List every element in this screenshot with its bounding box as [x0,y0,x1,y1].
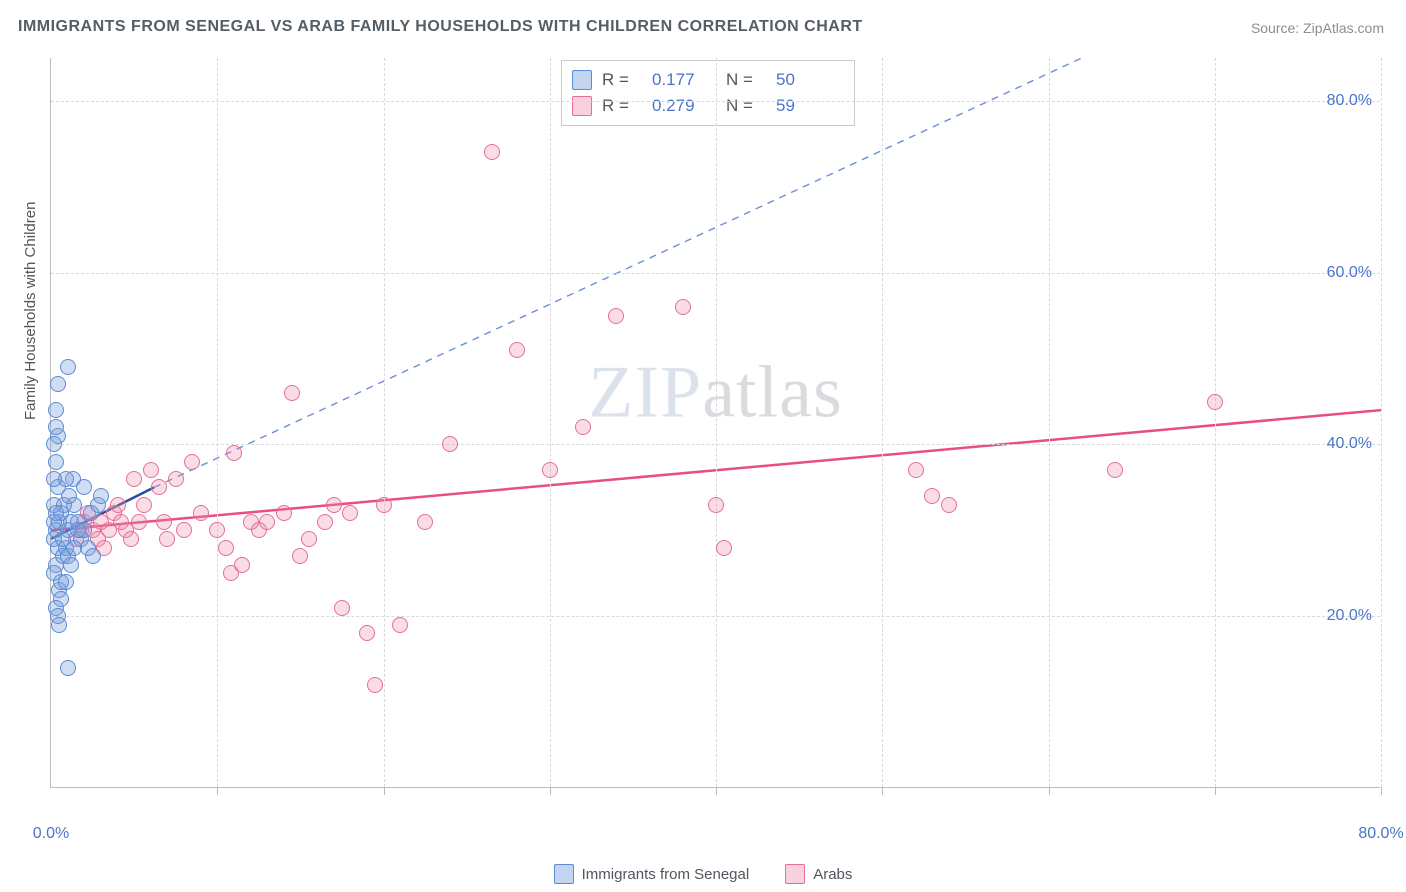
legend-item-arabs: Arabs [785,864,852,884]
data-point-arabs [509,342,525,358]
data-point-arabs [376,497,392,513]
x-tick-label: 0.0% [11,825,91,843]
data-point-senegal [85,548,101,564]
data-point-senegal [60,660,76,676]
data-point-arabs [941,497,957,513]
data-point-senegal [48,454,64,470]
legend-label-arabs: Arabs [813,866,852,883]
data-point-arabs [301,531,317,547]
data-point-senegal [58,574,74,590]
x-tick-label: 80.0% [1341,825,1406,843]
data-point-arabs [392,617,408,633]
data-point-arabs [123,531,139,547]
data-point-arabs [575,419,591,435]
x-tick-mark [550,787,551,795]
data-point-senegal [51,617,67,633]
data-point-arabs [176,522,192,538]
data-point-arabs [159,531,175,547]
gridline-v [1049,58,1050,787]
data-point-arabs [542,462,558,478]
x-tick-mark [217,787,218,795]
data-point-arabs [317,514,333,530]
data-point-arabs [442,436,458,452]
data-point-arabs [259,514,275,530]
data-point-arabs [218,540,234,556]
data-point-arabs [184,454,200,470]
data-point-senegal [66,540,82,556]
data-point-arabs [359,625,375,641]
data-point-senegal [48,505,64,521]
data-point-senegal [50,376,66,392]
source-attribution: Source: ZipAtlas.com [1251,20,1384,36]
data-point-arabs [924,488,940,504]
data-point-arabs [608,308,624,324]
data-point-arabs [143,462,159,478]
data-point-arabs [110,497,126,513]
x-tick-mark [384,787,385,795]
data-point-arabs [234,557,250,573]
data-point-arabs [908,462,924,478]
data-point-senegal [93,488,109,504]
chart-title: IMMIGRANTS FROM SENEGAL VS ARAB FAMILY H… [18,18,863,36]
legend-label-senegal: Immigrants from Senegal [582,866,750,883]
data-point-senegal [63,557,79,573]
y-tick-label: 80.0% [1292,92,1372,110]
gridline-v [716,58,717,787]
data-point-arabs [484,144,500,160]
data-point-arabs [226,445,242,461]
plot-area: ZIPatlas R = 0.177 N = 50 R = 0.279 N = … [50,58,1380,788]
data-point-arabs [334,600,350,616]
data-point-senegal [76,479,92,495]
gridline-v [384,58,385,787]
data-point-arabs [209,522,225,538]
gridline-v [217,58,218,787]
data-point-arabs [292,548,308,564]
data-point-arabs [126,471,142,487]
data-point-arabs [276,505,292,521]
data-point-arabs [342,505,358,521]
data-point-senegal [46,436,62,452]
data-point-senegal [83,505,99,521]
y-axis-label: Family Households with Children [22,202,39,420]
data-point-senegal [70,522,86,538]
gridline-v [1381,58,1382,787]
swatch-arabs [785,864,805,884]
data-point-arabs [151,479,167,495]
gridline-v [1215,58,1216,787]
data-point-arabs [367,677,383,693]
y-tick-label: 60.0% [1292,264,1372,282]
data-point-arabs [417,514,433,530]
x-tick-mark [716,787,717,795]
data-point-arabs [193,505,209,521]
data-point-senegal [60,359,76,375]
data-point-arabs [1107,462,1123,478]
x-tick-mark [1381,787,1382,795]
data-point-arabs [131,514,147,530]
data-point-arabs [1207,394,1223,410]
data-point-arabs [136,497,152,513]
x-tick-mark [1049,787,1050,795]
y-tick-label: 40.0% [1292,435,1372,453]
x-tick-mark [1215,787,1216,795]
data-point-arabs [326,497,342,513]
series-legend: Immigrants from Senegal Arabs [0,864,1406,884]
swatch-senegal [554,864,574,884]
data-point-arabs [168,471,184,487]
data-point-arabs [284,385,300,401]
data-point-senegal [48,419,64,435]
gridline-v [882,58,883,787]
y-tick-label: 20.0% [1292,607,1372,625]
data-point-arabs [675,299,691,315]
data-point-arabs [708,497,724,513]
data-point-arabs [716,540,732,556]
data-point-senegal [46,471,62,487]
data-point-arabs [156,514,172,530]
data-point-senegal [48,402,64,418]
gridline-v [550,58,551,787]
x-tick-mark [882,787,883,795]
legend-item-senegal: Immigrants from Senegal [554,864,750,884]
